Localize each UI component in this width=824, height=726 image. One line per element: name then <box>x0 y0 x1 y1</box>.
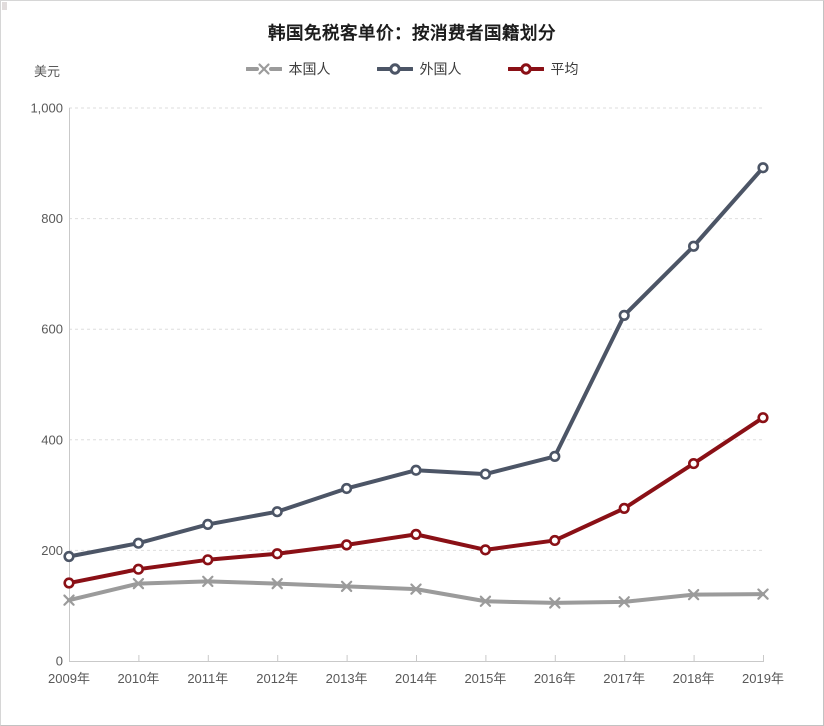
chart-title: 韩国免税客单价：按消费者国籍划分 <box>268 23 556 43</box>
data-point-marker <box>549 534 561 547</box>
data-point-marker <box>687 588 700 601</box>
legend-label: 外国人 <box>419 61 462 77</box>
data-point-marker <box>132 577 145 590</box>
x-tick-label: 2017年 <box>603 671 645 686</box>
x-tick-label: 2012年 <box>256 671 298 686</box>
series-line-2 <box>67 415 765 586</box>
legend-item-0: 本国人 <box>245 59 331 79</box>
data-point-marker <box>132 563 144 575</box>
x-tick-label: 2009年 <box>48 671 90 686</box>
x-tick-label: 2013年 <box>326 671 368 686</box>
data-point-marker <box>132 537 144 549</box>
x-tick-label: 2018年 <box>673 671 715 686</box>
data-point-marker <box>341 539 353 551</box>
corner-artifact <box>2 2 7 10</box>
data-point-marker <box>271 577 283 590</box>
data-point-marker <box>618 309 630 321</box>
y-axis-unit-label: 美元 <box>34 64 61 79</box>
data-point-marker <box>687 240 700 252</box>
series-line-1 <box>67 165 765 559</box>
legend-label: 本国人 <box>288 61 331 77</box>
x-tick-label: 2016年 <box>534 671 576 686</box>
data-point-marker <box>757 588 769 600</box>
legend-circle-marker-icon <box>376 63 413 75</box>
legend-item-2: 平均 <box>507 59 579 79</box>
y-tick-label: 1,000 <box>30 101 63 116</box>
data-point-marker <box>757 162 769 174</box>
x-tick-label: 2010年 <box>117 671 159 686</box>
data-point-marker <box>340 580 353 593</box>
x-tick-label: 2019年 <box>742 671 784 686</box>
data-point-marker <box>271 506 283 518</box>
y-tick-label: 0 <box>56 654 63 669</box>
y-tick-label: 600 <box>41 322 63 337</box>
data-point-marker <box>202 554 214 566</box>
data-point-marker <box>549 597 561 609</box>
data-point-marker <box>63 594 75 606</box>
data-point-marker <box>63 577 75 589</box>
legend: 本国人 外国人 平均 <box>1 58 823 80</box>
y-tick-label: 400 <box>41 432 63 447</box>
data-point-marker <box>479 595 492 607</box>
data-point-marker <box>202 575 214 588</box>
data-point-marker <box>341 482 353 495</box>
legend-label: 平均 <box>550 61 579 77</box>
x-tick-label: 2015年 <box>464 671 506 686</box>
data-point-marker <box>410 583 422 595</box>
data-point-marker <box>410 528 422 540</box>
data-point-marker <box>687 457 700 470</box>
data-point-marker <box>618 596 630 608</box>
data-point-marker <box>271 548 283 560</box>
data-point-marker <box>202 518 214 531</box>
data-point-marker <box>479 544 492 556</box>
y-tick-label: 200 <box>41 543 63 558</box>
data-point-marker <box>757 412 769 424</box>
data-point-marker <box>549 450 561 462</box>
data-point-marker <box>618 502 630 514</box>
x-tick-label: 2011年 <box>187 671 228 686</box>
series-line-0 <box>67 579 765 605</box>
x-tick-label: 2014年 <box>395 671 437 686</box>
legend-x-marker-icon <box>245 63 282 75</box>
y-tick-label: 800 <box>41 211 63 226</box>
data-point-marker <box>63 550 75 563</box>
legend-circle-marker-icon <box>507 63 544 75</box>
data-point-marker <box>410 464 422 476</box>
legend-item-1: 外国人 <box>376 59 462 79</box>
data-point-marker <box>479 468 492 480</box>
